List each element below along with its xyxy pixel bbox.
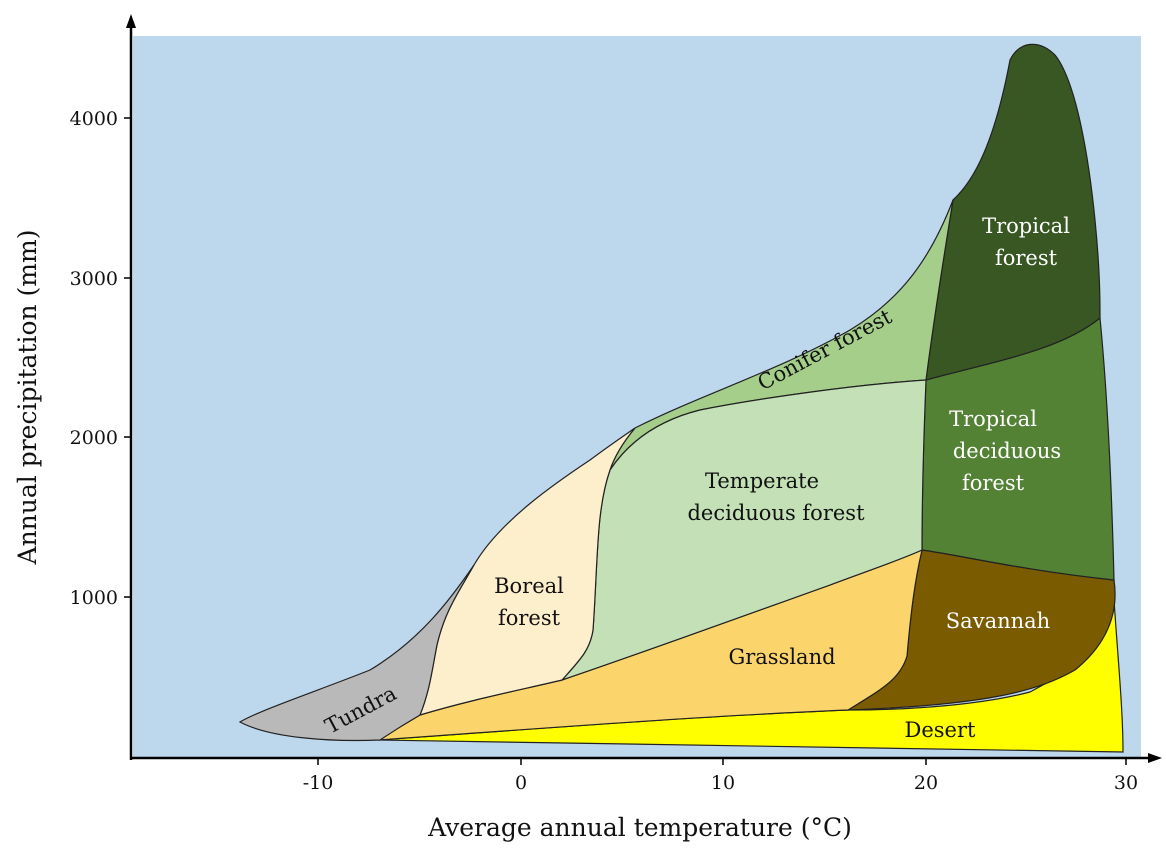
label-tropical-deciduous-line3: forest <box>962 471 1025 495</box>
region-tundra <box>238 564 475 742</box>
label-savannah: Savannah <box>946 609 1050 633</box>
y-tick-label: 1000 <box>70 587 118 609</box>
x-tick-label: 20 <box>914 772 938 794</box>
x-axis-title: Average annual temperature (°C) <box>427 813 852 842</box>
label-boreal-line2: forest <box>498 606 561 630</box>
label-temperate-line2: deciduous forest <box>687 501 865 525</box>
label-tropical-deciduous-line2: deciduous <box>953 439 1061 463</box>
x-tick-label: -10 <box>303 772 334 794</box>
y-axis-title: Annual precipitation (mm) <box>13 230 42 566</box>
label-temperate-line1: Temperate <box>705 469 819 493</box>
x-tick-label: 0 <box>515 772 527 794</box>
y-tick-label: 4000 <box>70 108 118 130</box>
label-boreal-line1: Boreal <box>494 574 564 598</box>
x-axis-arrow <box>1148 753 1162 763</box>
label-desert: Desert <box>905 718 977 742</box>
y-tick-label: 2000 <box>70 427 118 449</box>
x-ticks: -10 0 10 20 30 <box>303 758 1138 794</box>
y-ticks: 1000 2000 3000 4000 <box>70 108 131 609</box>
y-tick-label: 3000 <box>70 268 118 290</box>
x-tick-label: 30 <box>1114 772 1138 794</box>
y-axis-arrow <box>126 14 136 28</box>
x-tick-label: 10 <box>711 772 735 794</box>
label-tropical-forest-line2: forest <box>995 246 1058 270</box>
label-grassland: Grassland <box>728 645 835 669</box>
label-tropical-forest-line1: Tropical <box>982 214 1070 238</box>
label-tropical-deciduous-line1: Tropical <box>949 407 1037 431</box>
